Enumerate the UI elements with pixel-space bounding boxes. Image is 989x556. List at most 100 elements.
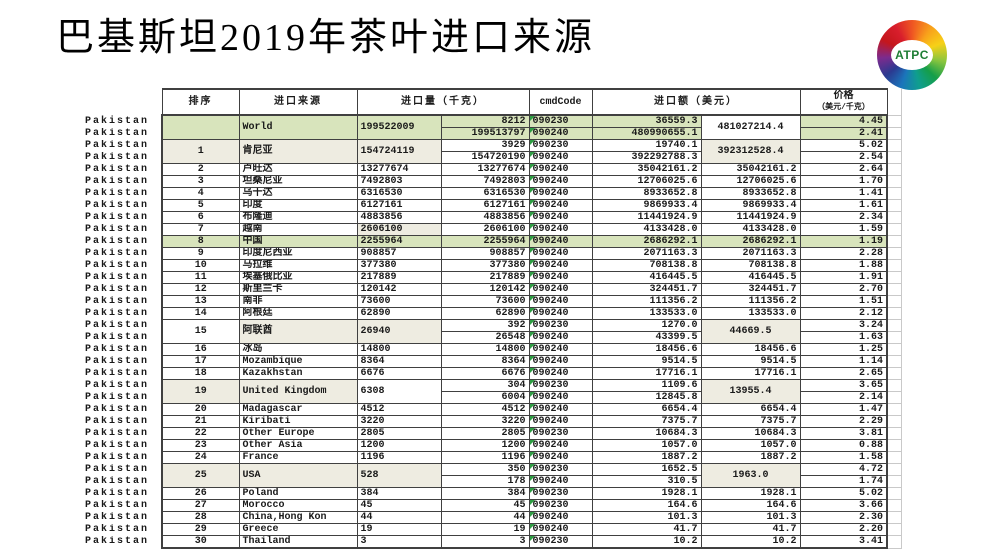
qty-cell: 45 [440, 499, 530, 512]
gutter-cell [887, 523, 902, 536]
header-rank: 排序 [161, 88, 240, 116]
table-row: Pakistan 2 卢旺达 13277674 13277674 090240 350421… [85, 163, 902, 176]
value-total-cell: 44669.5 [700, 319, 801, 344]
value-cell: 101.3 [591, 511, 702, 524]
value-cell: 9514.5 [591, 355, 702, 368]
gutter-cell [887, 391, 902, 404]
pakistan-label: Pakistan [85, 463, 162, 476]
source-cell: Madagascar [238, 403, 358, 416]
pakistan-label: Pakistan [85, 367, 162, 380]
pakistan-label: Pakistan [85, 535, 162, 548]
value-cell: 1057.0 [591, 439, 702, 452]
pakistan-label: Pakistan [85, 523, 162, 536]
pakistan-label: Pakistan [85, 139, 162, 152]
pakistan-label: Pakistan [85, 511, 162, 524]
pakistan-label: Pakistan [85, 115, 162, 128]
value-total-cell: 2686292.1 [700, 235, 801, 248]
gutter-cell [887, 487, 902, 500]
value-cell: 17716.1 [591, 367, 702, 380]
value-total-cell: 9514.5 [700, 355, 801, 368]
qty-total-cell: 199522009 [356, 114, 442, 140]
header-quantity: 进口量（千克） [356, 88, 530, 116]
rank-cell: 10 [161, 259, 240, 272]
qty-cell: 62890 [440, 307, 530, 320]
qty-cell: 120142 [440, 283, 530, 296]
qty-total-cell: 19 [356, 523, 442, 536]
table-row: Pakistan World 199522009 8212 090230 36559.3 4… [85, 114, 902, 140]
atpc-logo-icon: ATPC [877, 20, 947, 90]
value-cell: 10684.3 [591, 427, 702, 440]
pakistan-label: Pakistan [85, 475, 162, 488]
source-cell: 越南 [238, 223, 358, 236]
pakistan-label: Pakistan [85, 451, 162, 464]
source-cell: USA [238, 463, 358, 488]
price-cell: 4.72 [799, 463, 888, 476]
qty-cell: 19 [440, 523, 530, 536]
cmdcode-cell: 090240 [528, 511, 593, 524]
table-row: Pakistan 10 马拉维 377380 377380 090240 708138.8 7… [85, 259, 902, 272]
value-cell: 12845.8 [591, 391, 702, 404]
rank-cell: 14 [161, 307, 240, 320]
qty-total-cell: 2805 [356, 427, 442, 440]
price-cell: 2.29 [799, 415, 888, 428]
value-cell: 12706025.6 [591, 175, 702, 188]
qty-cell: 2606100 [440, 223, 530, 236]
rank-cell: 22 [161, 427, 240, 440]
cmdcode-cell: 090230 [528, 487, 593, 500]
qty-total-cell: 1196 [356, 451, 442, 464]
table-row: Pakistan 1 肯尼亚 154724119 3929 090230 19740.1 39… [85, 139, 902, 164]
qty-cell: 3 [440, 535, 530, 549]
value-cell: 1928.1 [591, 487, 702, 500]
value-total-cell: 7375.7 [700, 415, 801, 428]
price-cell: 2.30 [799, 511, 888, 524]
pakistan-label: Pakistan [85, 247, 162, 260]
qty-cell: 14800 [440, 343, 530, 356]
table-row: Pakistan 16 冰岛 14800 14800 090240 18456.6 18456… [85, 343, 902, 356]
value-cell: 35042161.2 [591, 163, 702, 176]
price-cell: 1.25 [799, 343, 888, 356]
cmdcode-cell: 090240 [528, 451, 593, 464]
table-row: Pakistan 8 中国 2255964 2255964 090240 2686292.1… [85, 235, 902, 248]
source-cell: 阿根廷 [238, 307, 358, 320]
value-total-cell: 10684.3 [700, 427, 801, 440]
value-cell: 11441924.9 [591, 211, 702, 224]
price-cell: 2.34 [799, 211, 888, 224]
table-row: Pakistan 19 United Kingdom 6308 304 090230 110… [85, 379, 902, 404]
source-cell: 布隆迪 [238, 211, 358, 224]
qty-cell: 3929 [440, 139, 530, 152]
cmdcode-cell: 090230 [528, 379, 593, 392]
cmdcode-cell: 090240 [528, 415, 593, 428]
header-row: 排序 进口来源 进口量（千克） cmdCode 进口额（美元） 价格 （美元/千… [85, 88, 902, 116]
value-cell: 416445.5 [591, 271, 702, 284]
rank-cell: 28 [161, 511, 240, 524]
pakistan-label: Pakistan [85, 223, 162, 236]
qty-total-cell: 2606100 [356, 223, 442, 236]
pakistan-header-spacer [85, 89, 162, 115]
value-total-cell: 1963.0 [700, 463, 801, 488]
gutter-cell [887, 175, 902, 188]
pakistan-label: Pakistan [85, 151, 162, 164]
header-value: 进口额（美元） [591, 88, 801, 116]
price-cell: 1.91 [799, 271, 888, 284]
rank-cell: 23 [161, 439, 240, 452]
rank-cell: 16 [161, 343, 240, 356]
qty-total-cell: 4883856 [356, 211, 442, 224]
table-subrow: Pakistan 154720190 090240 392292788.3 2.54 [85, 151, 902, 164]
pakistan-label: Pakistan [85, 355, 162, 368]
qty-cell: 217889 [440, 271, 530, 284]
price-cell: 2.12 [799, 307, 888, 320]
cmdcode-cell: 090230 [528, 427, 593, 440]
cmdcode-cell: 090240 [528, 295, 593, 308]
qty-cell: 2255964 [440, 235, 530, 248]
value-cell: 1652.5 [591, 463, 702, 476]
table-row: Pakistan 9 印度尼西亚 908857 908857 090240 2071163.… [85, 247, 902, 260]
qty-total-cell: 384 [356, 487, 442, 500]
qty-total-cell: 4512 [356, 403, 442, 416]
qty-total-cell: 8364 [356, 355, 442, 368]
price-cell: 5.02 [799, 487, 888, 500]
cmdcode-cell: 090240 [528, 367, 593, 380]
source-cell: Morocco [238, 499, 358, 512]
price-cell: 2.28 [799, 247, 888, 260]
header-cmdcode: cmdCode [528, 88, 593, 116]
price-cell: 2.64 [799, 163, 888, 176]
